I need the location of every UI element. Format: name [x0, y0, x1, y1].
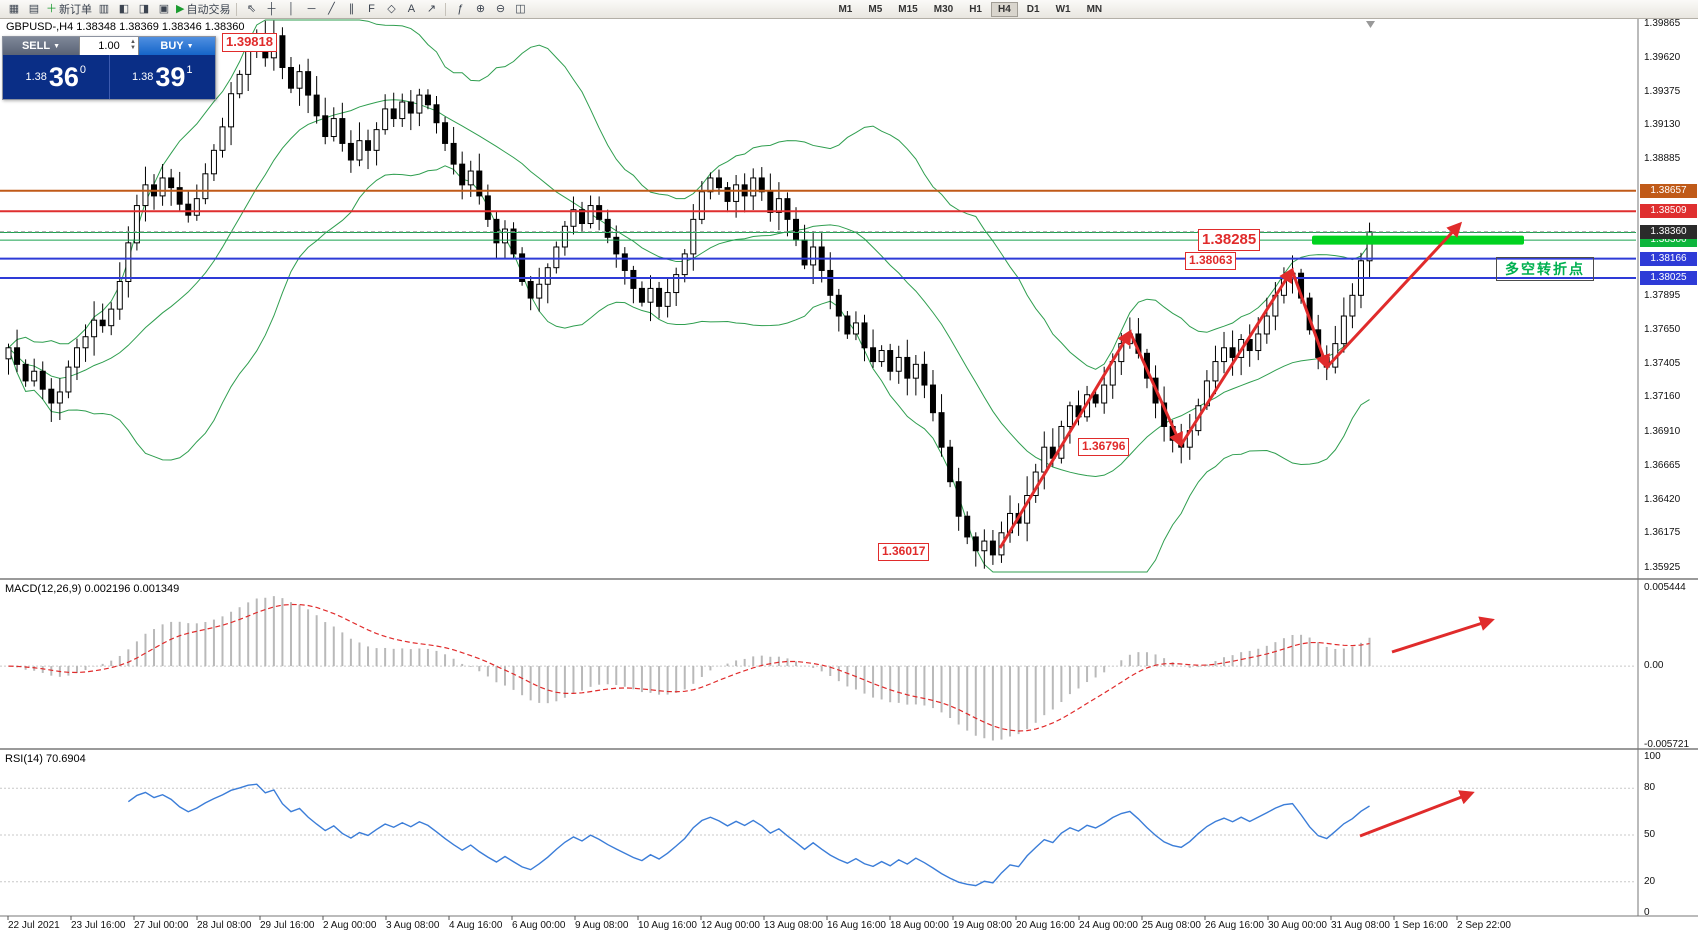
- stepper-up-icon[interactable]: ▲: [130, 39, 136, 45]
- terminal-button[interactable]: ▣: [154, 1, 174, 17]
- volume-stepper[interactable]: ▲ ▼: [130, 39, 136, 51]
- rsi-indicator-label: RSI(14) 70.6904: [5, 753, 86, 765]
- timeframe-m1-button[interactable]: M1: [838, 3, 853, 15]
- channel-icon: ∥: [348, 2, 355, 15]
- channel-tool[interactable]: ∥: [341, 1, 361, 17]
- zoom-out-icon: ⊖: [495, 2, 506, 15]
- one-click-trading-panel: SELL ▼ 1.00 ▲ ▼ BUY ▼ 1.38 36 0 1.38 39 1: [2, 36, 216, 100]
- buy-dropdown-caret-icon: ▼: [186, 42, 194, 50]
- autotrading-button[interactable]: ▶ 自动交易: [174, 1, 232, 17]
- zoom-in-button[interactable]: ⊕: [470, 1, 490, 17]
- timeframe-mn-button[interactable]: MN: [1086, 3, 1103, 15]
- toolbar-buttons: ▦ ▤ ＋新订单 ▥ ◧ ◨ ▣ ▶ 自动交易 ⇖ ┼ │ ─ ╱ ∥ F ◇ A ↗ ƒ ⊕ ⊖ ◫: [0, 0, 530, 18]
- zoom-out-button[interactable]: ⊖: [490, 1, 510, 17]
- new-chart-icon: ▦: [8, 2, 20, 15]
- market-watch-icon: ▥: [98, 2, 110, 15]
- shapes-tool[interactable]: ◇: [381, 1, 401, 17]
- sell-price-display[interactable]: 1.38 36 0: [3, 55, 110, 99]
- arrows-icon: ↗: [426, 2, 437, 15]
- cursor-icon: ⇖: [246, 2, 257, 15]
- profiles-button[interactable]: ▤: [24, 1, 44, 17]
- data-window-icon: ◧: [118, 2, 130, 15]
- timeframe-d1-button[interactable]: D1: [1026, 3, 1040, 15]
- buy-price-display[interactable]: 1.38 39 1: [110, 55, 216, 99]
- navigator-button[interactable]: ◨: [134, 1, 154, 17]
- sell-price-prefix: 1.38: [25, 71, 47, 83]
- text-tool[interactable]: A: [401, 1, 421, 17]
- tile-windows-button[interactable]: ◫: [510, 1, 530, 17]
- stepper-down-icon[interactable]: ▼: [130, 45, 136, 51]
- toolbar-separator: [236, 2, 238, 16]
- fibonacci-tool[interactable]: F: [361, 1, 381, 17]
- timeframe-toolbar: M1 M5 M15 M30 H1 H4 D1 W1 MN: [830, 0, 1110, 18]
- indicators-icon: ƒ: [457, 2, 464, 15]
- crosshair-tool[interactable]: ┼: [261, 1, 281, 17]
- arrows-tool[interactable]: ↗: [421, 1, 441, 17]
- navigator-icon: ◨: [138, 2, 150, 15]
- buy-button-label: BUY: [160, 40, 184, 52]
- horizontal-line-icon: ─: [307, 2, 316, 15]
- macd-indicator-label: MACD(12,26,9) 0.002196 0.001349: [5, 583, 180, 595]
- trendline-icon: ╱: [328, 2, 335, 15]
- terminal-icon: ▣: [158, 2, 170, 15]
- timeframe-h4-button[interactable]: H4: [990, 1, 1018, 17]
- sell-button-label: SELL: [21, 40, 51, 52]
- timeframe-w1-button[interactable]: W1: [1055, 3, 1071, 15]
- vertical-line-icon: │: [288, 2, 295, 15]
- timeframe-m30-button[interactable]: M30: [933, 3, 954, 15]
- vertical-line-tool[interactable]: │: [281, 1, 301, 17]
- fibonacci-icon: F: [368, 2, 375, 15]
- autotrading-icon: ▶: [176, 2, 185, 15]
- new-chart-button[interactable]: ▦: [4, 1, 24, 17]
- buy-price-pip: 1: [186, 64, 193, 76]
- profiles-icon: ▤: [28, 2, 40, 15]
- toolbar: ▦ ▤ ＋新订单 ▥ ◧ ◨ ▣ ▶ 自动交易 ⇖ ┼ │ ─ ╱ ∥ F ◇ A ↗ ƒ ⊕ ⊖ ◫ M1 M5 M15 M30…: [0, 0, 1698, 19]
- volume-input[interactable]: 1.00 ▲ ▼: [79, 37, 139, 55]
- market-watch-button[interactable]: ▥: [94, 1, 114, 17]
- volume-value: 1.00: [98, 40, 120, 52]
- tile-windows-icon: ◫: [515, 2, 526, 15]
- sell-dropdown-caret-icon: ▼: [53, 42, 61, 50]
- buy-price-prefix: 1.38: [131, 71, 154, 83]
- sell-button[interactable]: SELL ▼: [3, 37, 79, 55]
- new-order-icon: ＋: [46, 2, 57, 15]
- sell-price-big: 36: [48, 61, 79, 92]
- new-order-button-label: 新订单: [59, 4, 92, 16]
- chart-symbol-title: GBPUSD-,H4 1.38348 1.38369 1.38346 1.383…: [6, 21, 245, 33]
- trendline-tool[interactable]: ╱: [321, 1, 341, 17]
- text-icon: A: [407, 2, 416, 15]
- timeframe-m5-button[interactable]: M5: [868, 3, 883, 15]
- cursor-tool[interactable]: ⇖: [241, 1, 261, 17]
- timeframe-h1-button[interactable]: H1: [969, 3, 982, 15]
- buy-price-big: 39: [155, 61, 186, 92]
- buy-button[interactable]: BUY ▼: [139, 37, 215, 55]
- horizontal-line-tool[interactable]: ─: [301, 1, 321, 17]
- shapes-icon: ◇: [387, 2, 396, 15]
- new-order-button[interactable]: ＋新订单: [44, 1, 94, 17]
- bull-bear-turning-point-annotation: 多空转折点: [1496, 257, 1594, 281]
- zoom-in-icon: ⊕: [475, 2, 486, 15]
- timeframe-m15-button[interactable]: M15: [898, 3, 918, 15]
- indicators-button[interactable]: ƒ: [450, 1, 470, 17]
- toolbar-separator: [445, 2, 447, 16]
- sell-price-pip: 0: [79, 64, 87, 76]
- crosshair-icon: ┼: [267, 2, 276, 15]
- data-window-button[interactable]: ◧: [114, 1, 134, 17]
- autotrading-button-label: 自动交易: [186, 4, 231, 16]
